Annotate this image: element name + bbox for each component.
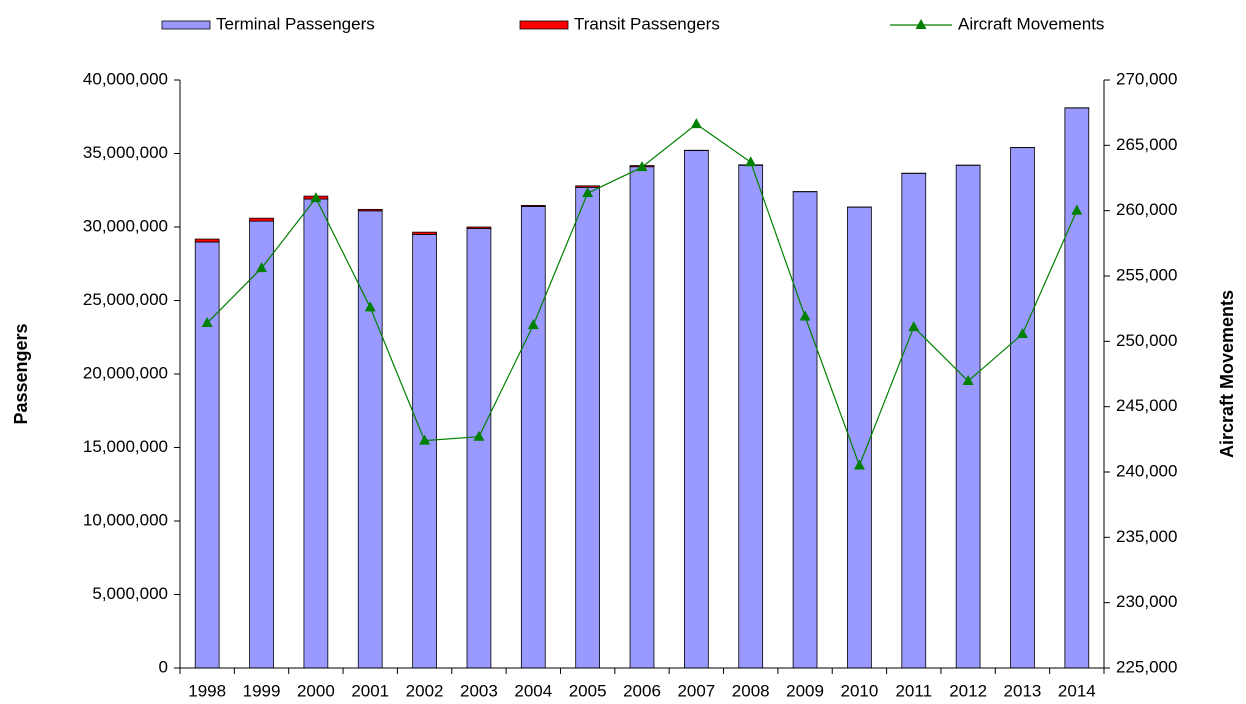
y-tick-label: 5,000,000 — [92, 584, 168, 603]
y-tick-label: 0 — [159, 657, 168, 676]
legend-swatch — [915, 19, 927, 29]
bar-segment — [1010, 147, 1035, 669]
bar-segment — [194, 241, 220, 669]
x-tick-label: 2009 — [786, 681, 824, 700]
y-tick-label: 10,000,000 — [83, 510, 168, 529]
x-tick-label: 2003 — [460, 681, 498, 700]
bar-segment — [520, 204, 546, 207]
x-tick-label: 2010 — [840, 681, 878, 700]
x-tick-label: 2008 — [732, 681, 770, 700]
y2-tick-label: 235,000 — [1116, 527, 1177, 546]
bar-segment — [412, 233, 437, 669]
x-tick-label: 2014 — [1058, 681, 1096, 700]
y2-tick-label: 245,000 — [1116, 396, 1177, 415]
x-tick-label: 2011 — [895, 681, 932, 700]
bar-segment — [901, 172, 927, 669]
bar-segment — [792, 191, 818, 669]
y2-tick-label: 225,000 — [1116, 657, 1177, 676]
bar-segment — [194, 238, 220, 243]
line-marker — [853, 459, 865, 470]
x-tick-label: 2004 — [514, 681, 552, 700]
bar-segment — [575, 185, 601, 188]
bar-segment — [466, 226, 492, 229]
x-tick-label: 2007 — [677, 681, 715, 700]
bar-segment — [520, 206, 546, 669]
legend-label: Transit Passengers — [574, 14, 720, 33]
y2-tick-label: 255,000 — [1116, 265, 1177, 284]
legend-swatch — [519, 20, 569, 30]
y2-tick-label: 260,000 — [1116, 200, 1177, 219]
y2-tick-label: 270,000 — [1116, 69, 1177, 88]
bar-segment — [357, 210, 383, 669]
y-tick-label: 35,000,000 — [83, 143, 168, 162]
line-marker — [201, 317, 213, 328]
line-marker — [799, 310, 811, 321]
y-tick-label: 20,000,000 — [83, 363, 168, 382]
line-marker — [527, 319, 539, 330]
bar-segment — [249, 217, 274, 222]
bar-segment — [303, 198, 329, 669]
x-tick-label: 2005 — [569, 681, 607, 700]
y-tick-label: 30,000,000 — [83, 216, 168, 235]
x-tick-label: 2002 — [406, 681, 444, 700]
bar-segment — [412, 231, 437, 235]
line-marker — [256, 262, 268, 273]
y-tick-label: 15,000,000 — [83, 437, 168, 456]
legend-label: Aircraft Movements — [958, 14, 1104, 33]
line-marker — [473, 430, 485, 441]
line-marker — [1071, 204, 1083, 215]
bar-segment — [738, 164, 764, 669]
bar-segment — [955, 164, 981, 669]
bar-segment — [847, 206, 872, 669]
y2-axis-title: Aircraft Movements — [1217, 290, 1237, 458]
line-marker — [582, 187, 594, 198]
bar-segment — [1064, 107, 1090, 669]
y-tick-label: 40,000,000 — [83, 69, 168, 88]
line-marker — [364, 301, 376, 312]
line-marker — [908, 321, 920, 332]
line-marker — [745, 156, 757, 167]
line-marker — [1016, 328, 1028, 339]
bar-segment — [466, 228, 492, 669]
y2-tick-label: 250,000 — [1116, 331, 1177, 350]
legend-label: Terminal Passengers — [216, 14, 375, 33]
x-tick-label: 1999 — [243, 681, 281, 700]
x-tick-label: 2000 — [297, 681, 335, 700]
x-tick-label: 2006 — [623, 681, 661, 700]
line-marker — [419, 434, 431, 445]
y-tick-label: 25,000,000 — [83, 290, 168, 309]
x-tick-label: 2012 — [949, 681, 987, 700]
y-axis-title: Passengers — [11, 323, 31, 424]
bar-segment — [575, 186, 601, 669]
line-marker — [636, 161, 648, 172]
line-marker — [962, 375, 974, 386]
y2-tick-label: 265,000 — [1116, 135, 1177, 154]
bar-segment — [683, 150, 709, 669]
bar-segment — [629, 166, 655, 669]
bar-segment — [249, 220, 274, 669]
bar-segment — [357, 208, 383, 212]
y2-tick-label: 240,000 — [1116, 461, 1177, 480]
x-tick-label: 2001 — [351, 681, 389, 700]
y2-tick-label: 230,000 — [1116, 592, 1177, 611]
line-marker — [690, 118, 702, 129]
line-marker — [310, 192, 322, 203]
x-tick-label: 2013 — [1004, 681, 1042, 700]
x-tick-label: 1998 — [188, 681, 226, 700]
legend-swatch — [161, 20, 211, 30]
